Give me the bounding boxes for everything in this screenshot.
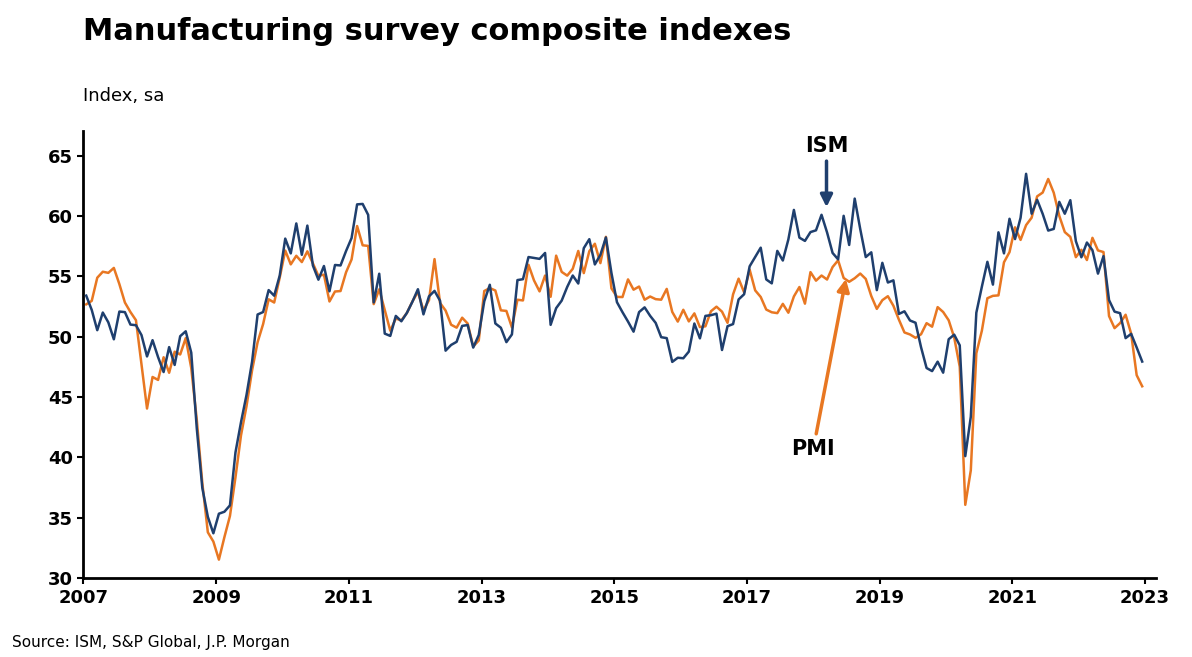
Text: Source: ISM, S&P Global, J.P. Morgan: Source: ISM, S&P Global, J.P. Morgan — [12, 635, 290, 650]
Text: ISM: ISM — [805, 135, 849, 203]
Text: Index, sa: Index, sa — [83, 87, 164, 105]
Text: Manufacturing survey composite indexes: Manufacturing survey composite indexes — [83, 17, 791, 46]
Text: PMI: PMI — [791, 283, 849, 459]
